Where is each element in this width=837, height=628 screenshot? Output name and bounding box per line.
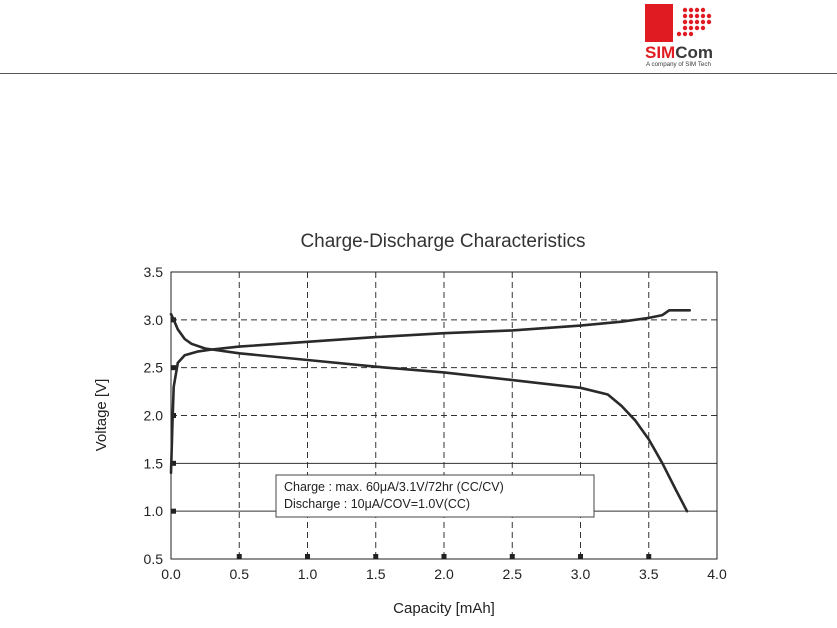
tick-layer: 0.0 0.5 1.0 1.5 2.0 2.5 3.0 3.5 4.00.51.01.52.02… — [144, 264, 727, 582]
x-tick-label: 1.5 — [366, 566, 386, 582]
charge-curve — [169, 308, 692, 475]
x-axis-label: Capacity [mAh] — [393, 600, 495, 617]
discharge-curve — [169, 312, 689, 513]
y-tick-label: 2.5 — [144, 360, 164, 376]
simcom-logo-graphic: SIMCom A company of SIM Tech — [645, 4, 713, 68]
x-tick-mark — [578, 554, 583, 559]
x-tick-mark — [509, 554, 515, 559]
y-tick-label: 0.5 — [144, 551, 164, 567]
x-tick-label: 0.5 — [230, 566, 250, 582]
x-tick-mark — [236, 554, 242, 559]
x-tick-mark — [646, 554, 652, 559]
y-tick-mark — [171, 508, 176, 514]
logo-tagline: A company of SIM Tech — [646, 61, 711, 68]
y-tick-label: 1.0 — [144, 503, 164, 519]
y-tick-label: 3.5 — [144, 264, 164, 280]
y-tick-label: 3.0 — [144, 312, 164, 328]
legend-box — [275, 474, 595, 518]
legend-entry: Discharge : 10μA/COV=1.0V(CC) — [284, 497, 470, 511]
x-tick-mark — [305, 554, 310, 559]
x-tick-label: 2.5 — [503, 566, 523, 582]
y-tick-label: 1.5 — [144, 455, 164, 471]
header-rule — [0, 73, 837, 74]
x-tick-label: 3.0 — [571, 566, 591, 582]
legend: Charge : max. 60μA/3.1V/72hr (CC/CV) Disc… — [275, 474, 595, 518]
x-tick-mark — [373, 554, 379, 559]
chart-title: Charge-Discharge Characteristics — [300, 231, 585, 252]
x-tick-label: 4.0 — [707, 566, 727, 582]
legend-entry: Charge : max. 60μA/3.1V/72hr (CC/CV) — [284, 480, 504, 494]
simcom-logo: SIMCom A company of SIM Tech — [645, 4, 740, 68]
logo-dot-grid — [676, 7, 712, 37]
logo-red-block — [645, 4, 673, 42]
y-tick-mark — [171, 460, 176, 466]
y-tick-mark — [171, 365, 176, 371]
y-axis-label: Voltage [V] — [93, 379, 110, 452]
x-tick-label: 3.5 — [639, 566, 659, 582]
logo-brand-text: SIMCom — [645, 43, 713, 62]
y-tick-label: 2.0 — [144, 408, 164, 424]
x-tick-mark — [441, 554, 447, 559]
x-tick-label: 1.0 — [298, 566, 318, 582]
x-tick-label: 2.0 — [434, 566, 454, 582]
x-tick-label: 0.0 — [161, 566, 181, 582]
series-layer — [169, 308, 692, 513]
